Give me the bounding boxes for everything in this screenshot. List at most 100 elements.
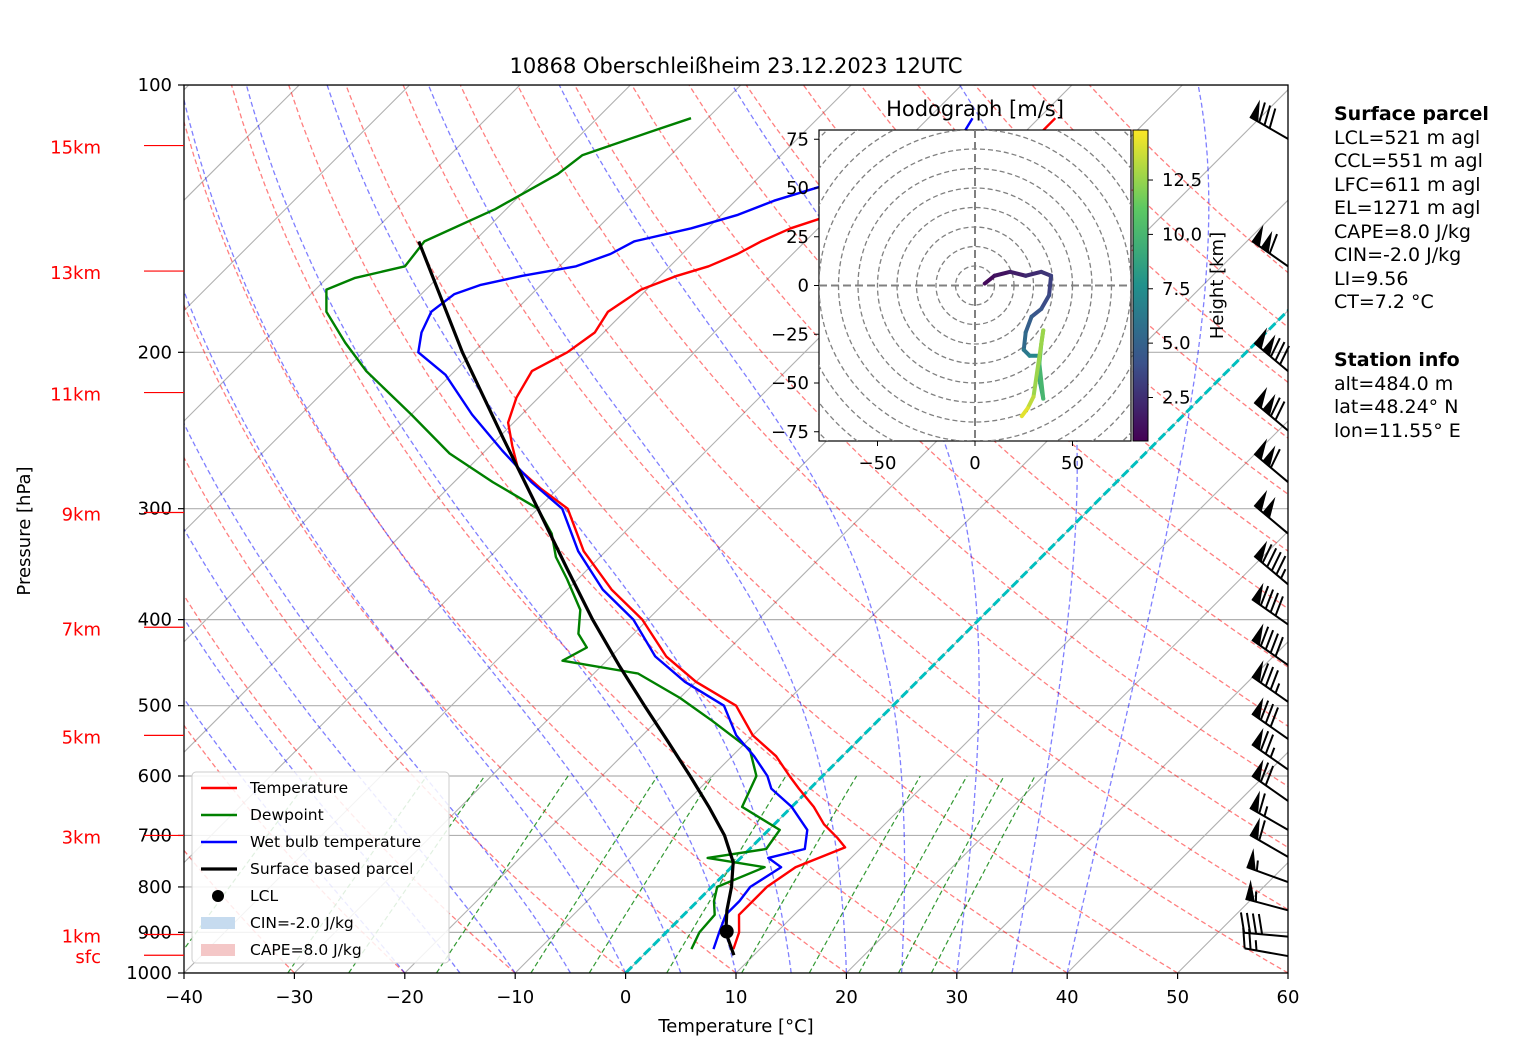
barb-flag (1269, 707, 1279, 728)
barb-flag (1257, 913, 1264, 935)
hodograph-segment (1023, 314, 1034, 335)
dry-adiabat (860, 85, 1288, 496)
hodograph-segment (1008, 269, 1028, 278)
x-tick-label: −40 (165, 987, 203, 1008)
hodograph-segment (1025, 394, 1036, 411)
barb-pennant (1262, 445, 1276, 467)
barb-half-flag (1274, 683, 1281, 694)
legend-label-wet-bulb: Wet bulb temperature (250, 833, 421, 851)
isotherm-line (956, 641, 1288, 973)
chart-title: 10868 Oberschleißheim 23.12.2023 12UTC (510, 54, 963, 78)
wind-barb (1251, 623, 1289, 666)
isotherm-line (184, 85, 410, 312)
mixing-ratio-line (930, 775, 1036, 973)
legend-box (191, 771, 450, 964)
height-label: 1km (62, 927, 101, 948)
y-tick-label: 900 (138, 922, 172, 943)
mixing-ratio-line (897, 775, 1005, 973)
barb-flag (1259, 626, 1270, 647)
wet-bulb-line (417, 117, 974, 950)
barb-flag (1264, 703, 1275, 724)
barb-flag (1258, 820, 1266, 841)
x-tick-label: −10 (496, 987, 534, 1008)
wind-barb (1253, 540, 1289, 586)
legend: Temperature Dewpoint Wet bulb temperature S… (191, 771, 450, 964)
surface-parcel-cape: CAPE=8.0 J/kg (1334, 220, 1471, 243)
barb-flag (1268, 108, 1277, 129)
station-info-title: Station info (1334, 349, 1460, 371)
dry-adiabat (345, 85, 1178, 973)
station-info-alt: alt=484.0 m (1334, 372, 1454, 395)
wind-barb (1249, 790, 1289, 831)
barb-staff (1251, 240, 1289, 268)
wind-barb (1251, 697, 1289, 740)
isotherm-line (514, 199, 1288, 973)
parcel-line (417, 240, 736, 956)
legend-swatch-cape (201, 944, 235, 956)
height-label: 7km (62, 619, 101, 640)
barb-pennant (1260, 230, 1273, 253)
barb-flag (1264, 765, 1275, 786)
barb-pennant (1254, 438, 1268, 460)
colorbar-tick-label: 10.0 (1162, 224, 1202, 245)
barb-flag (1268, 233, 1278, 254)
wind-barb (1253, 327, 1290, 372)
wind-barb (1253, 438, 1289, 483)
barb-flag (1266, 547, 1278, 568)
hodograph-segment (1031, 328, 1046, 399)
barb-pennant (1262, 393, 1276, 416)
colorbar-label: Height [km] (1207, 232, 1228, 339)
surface-parcel-lcl: LCL=521 m agl (1334, 126, 1481, 149)
mixing-ratio-line (435, 775, 569, 973)
barb-pennant (1254, 489, 1268, 512)
colorbar-tick-label: 2.5 (1162, 388, 1191, 409)
barb-flag (1269, 592, 1279, 613)
wind-barb (1251, 660, 1289, 703)
dry-adiabat (184, 456, 627, 973)
barb-half-flag (1280, 568, 1287, 579)
barb-pennant (1246, 848, 1256, 871)
wind-barbs (1239, 99, 1290, 958)
mixing-ratio-line (530, 775, 659, 973)
height-label: sfc (75, 947, 101, 968)
mixing-ratio-line (588, 775, 714, 973)
station-info-panel: Station info alt=484.0 m lat=48.24° N lo… (1334, 349, 1461, 443)
isotherm-line (184, 85, 852, 753)
barb-pennant (1262, 334, 1276, 356)
dry-adiabat (459, 85, 1288, 911)
height-label: 13km (50, 263, 101, 284)
x-tick-label: 10 (725, 987, 748, 1008)
isotherm-line (184, 85, 521, 422)
barb-pennant (1251, 759, 1264, 782)
dewpoint-line (325, 117, 781, 950)
moist-adiabat (326, 85, 792, 973)
dry-adiabat (184, 303, 737, 973)
legend-label-cape: CAPE=8.0 J/kg (250, 941, 362, 959)
lcl-marker (719, 924, 734, 939)
surface-parcel-lfc: LFC=611 m agl (1334, 173, 1481, 196)
barb-flag (1258, 793, 1266, 814)
wind-barb (1246, 848, 1289, 884)
surface-parcel-ct: CT=7.2 °C (1334, 291, 1434, 313)
dry-adiabat (184, 119, 847, 973)
barb-flag (1275, 555, 1287, 575)
hodograph-y-tick-label: 50 (786, 178, 809, 199)
height-label: 9km (62, 505, 101, 526)
hodograph-segment (1047, 273, 1054, 298)
hodograph-y-tick-label: −75 (771, 422, 809, 443)
height-label: 5km (62, 727, 101, 748)
wind-barb (1251, 582, 1289, 626)
y-tick-label: 300 (138, 499, 172, 520)
dry-adiabat (288, 85, 1068, 973)
legend-label-lcl: LCL (250, 887, 278, 905)
surface-parcel-el: EL=1271 m agl (1334, 197, 1481, 219)
barb-pennant (1254, 540, 1268, 563)
wind-barb (1239, 912, 1289, 938)
hodograph-segment (982, 273, 997, 286)
barb-pennant (1251, 727, 1264, 750)
x-axis-label: Temperature [°C] (657, 1016, 813, 1037)
height-label: 3km (62, 827, 101, 848)
y-tick-label: 500 (138, 696, 172, 717)
mixing-ratio-line (741, 775, 858, 973)
